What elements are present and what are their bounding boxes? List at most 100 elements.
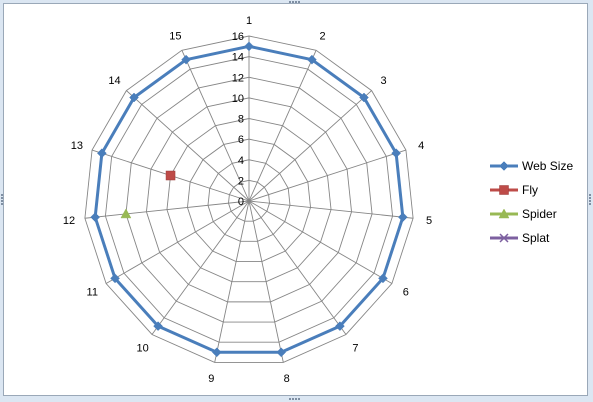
category-label: 5 <box>426 215 432 227</box>
category-label: 9 <box>208 373 214 385</box>
grid-spoke <box>248 200 284 363</box>
grid-spoke <box>105 200 250 284</box>
radial-tick-label: 0 <box>238 196 244 208</box>
radial-tick-label: 10 <box>232 93 244 105</box>
category-label: 15 <box>169 31 181 43</box>
series-line-web-size[interactable] <box>93 44 405 354</box>
handle-dot <box>589 194 591 196</box>
bottom-resize-handle[interactable] <box>289 398 300 400</box>
handle-dot <box>298 398 300 400</box>
grid-spoke <box>181 50 250 202</box>
category-label: 12 <box>63 215 75 227</box>
data-point-web-size[interactable] <box>97 148 107 159</box>
data-point-web-size[interactable] <box>244 41 254 52</box>
grid-ring <box>166 118 332 283</box>
radial-tick-label: 16 <box>232 31 244 43</box>
data-point-web-size[interactable] <box>391 148 401 159</box>
legend-symbol-splat <box>499 233 509 243</box>
category-label: 4 <box>418 140 424 152</box>
grid-spoke <box>248 149 407 202</box>
left-resize-handle[interactable] <box>1 194 3 205</box>
category-label: 2 <box>320 31 326 43</box>
category-label: 11 <box>87 287 98 299</box>
grid-spoke <box>248 200 347 335</box>
legend-item-web-size[interactable]: Web Size <box>488 154 578 178</box>
legend-label: Spider <box>522 207 557 221</box>
radar-grid <box>84 35 414 363</box>
category-label: 1 <box>246 15 252 27</box>
grid-spoke <box>248 200 393 284</box>
category-label: 14 <box>108 75 120 87</box>
grid-ring <box>125 76 373 323</box>
category-label: 13 <box>71 140 83 152</box>
data-point-web-size[interactable] <box>307 54 317 65</box>
handle-dot <box>589 200 591 202</box>
grid-spoke <box>126 90 250 202</box>
legend-marker-web-size <box>490 161 518 171</box>
data-point-web-size[interactable] <box>181 54 191 65</box>
legend-item-fly[interactable]: Fly <box>488 178 578 202</box>
category-label: 10 <box>136 342 148 354</box>
category-label: 7 <box>352 342 358 354</box>
handle-dot <box>292 398 294 400</box>
data-point-web-size[interactable] <box>153 321 163 331</box>
legend-marker-fly <box>490 185 518 195</box>
handle-dot <box>292 1 294 3</box>
handle-dot <box>298 1 300 3</box>
series-layer <box>90 41 408 358</box>
grid-ring <box>104 56 394 343</box>
chart-area[interactable] <box>3 3 588 396</box>
legend-marker-splat <box>490 233 518 243</box>
radial-tick-labels: 0 2 4 6 8 10 12 14 16 <box>232 31 244 208</box>
top-resize-handle[interactable] <box>289 1 300 3</box>
handle-dot <box>295 398 297 400</box>
radial-tick-label: 8 <box>238 114 244 126</box>
grid-spoke <box>84 200 250 219</box>
category-label: 8 <box>284 373 290 385</box>
radial-tick-label: 4 <box>238 155 244 167</box>
handle-dot <box>289 398 291 400</box>
right-resize-handle[interactable] <box>589 194 591 205</box>
legend-item-spider[interactable]: Spider <box>488 202 578 226</box>
legend-symbol-spider <box>498 208 510 219</box>
handle-dot <box>1 194 3 196</box>
data-point-web-size[interactable] <box>335 321 345 331</box>
data-point-web-size[interactable] <box>90 212 101 223</box>
legend-label: Web Size <box>522 159 574 173</box>
grid-ring <box>207 159 291 242</box>
series-web-size <box>90 41 408 358</box>
legend-marker-spider <box>490 208 518 219</box>
data-point-web-size[interactable] <box>110 273 120 284</box>
data-point-web-size[interactable] <box>359 92 369 103</box>
legend[interactable]: Web Size Fly Spider Splat <box>488 154 578 250</box>
radial-tick-label: 14 <box>232 52 244 64</box>
data-point-web-size[interactable] <box>129 92 139 103</box>
grid-ring <box>84 35 414 363</box>
handle-dot <box>1 203 3 205</box>
legend-item-splat[interactable]: Splat <box>488 226 578 250</box>
data-point-web-size[interactable] <box>276 347 287 358</box>
grid-spoke <box>214 200 250 363</box>
handle-dot <box>1 197 3 199</box>
radial-tick-label: 2 <box>238 175 244 187</box>
handle-dot <box>589 203 591 205</box>
data-point-web-size[interactable] <box>211 347 222 358</box>
data-point-fly[interactable] <box>165 170 176 181</box>
category-label: 3 <box>380 75 386 87</box>
data-point-web-size[interactable] <box>378 273 388 284</box>
handle-dot <box>589 197 591 199</box>
data-point-spider[interactable] <box>120 208 132 219</box>
legend-symbol-web-size <box>499 161 509 171</box>
handle-dot <box>295 1 297 3</box>
grid-ring <box>145 97 353 303</box>
series-fly <box>165 170 176 181</box>
radial-tick-label: 6 <box>238 134 244 146</box>
grid-spoke <box>248 90 372 202</box>
grid-spoke <box>151 200 250 335</box>
category-label: 6 <box>403 287 409 299</box>
series-spider <box>120 208 132 219</box>
data-point-web-size[interactable] <box>397 212 408 223</box>
